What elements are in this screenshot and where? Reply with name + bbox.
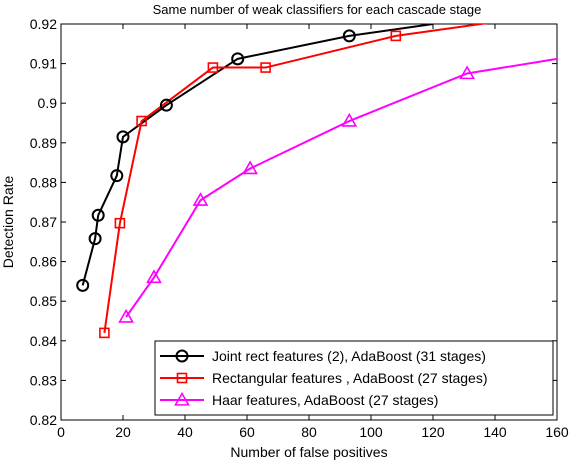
- data-point: [342, 29, 356, 43]
- data-point: [242, 160, 258, 175]
- data-point: [136, 115, 147, 127]
- x-tick-label: 20: [115, 424, 131, 440]
- y-tick-label: 0.92: [30, 16, 57, 32]
- y-tick-label: 0.87: [30, 214, 57, 230]
- x-axis-label: Number of false positives: [230, 444, 387, 460]
- legend-marker-2: [176, 372, 188, 384]
- data-point: [116, 130, 130, 144]
- legend-marker-3: [174, 391, 190, 406]
- data-point: [99, 327, 110, 339]
- data-point: [88, 232, 102, 246]
- data-point: [118, 308, 134, 323]
- data-point: [76, 278, 90, 292]
- data-point: [114, 217, 126, 229]
- y-tick-label: 0.85: [30, 293, 57, 309]
- data-point: [192, 192, 209, 206]
- y-tick-label: 0.89: [30, 135, 57, 151]
- x-axis: 0 20 40 60 80 100 120 140 160: [57, 24, 569, 440]
- y-axis-label: Detection Rate: [0, 175, 16, 268]
- legend-box: [154, 340, 554, 416]
- legend: Joint rect features (2), AdaBoost (31 st…: [154, 340, 554, 416]
- x-tick-label: 120: [421, 424, 445, 440]
- x-tick-label: 40: [177, 424, 193, 440]
- series-line-3: [125, 57, 557, 318]
- x-tick-label: 100: [359, 424, 383, 440]
- data-point: [91, 208, 105, 222]
- y-tick-label: 0.86: [30, 254, 57, 270]
- data-point: [260, 62, 271, 73]
- x-tick-label: 0: [57, 424, 65, 440]
- series-line-1: [81, 24, 434, 286]
- x-tick-label: 160: [545, 424, 569, 440]
- y-tick-label: 0.84: [30, 333, 57, 349]
- chart-title: Same number of weak classifiers for each…: [153, 2, 482, 17]
- y-tick-label: 0.91: [30, 56, 57, 72]
- x-tick-label: 60: [239, 424, 255, 440]
- data-point: [146, 269, 162, 284]
- data-point: [110, 169, 124, 183]
- legend-marker-1: [175, 349, 189, 363]
- data-point: [231, 52, 245, 66]
- x-tick-label: 140: [483, 424, 507, 440]
- data-point: [459, 65, 475, 80]
- y-axis: 0.82 0.83 0.84 0.85 0.86 0.87 0.88 0.89 0.9 0.91 0…: [30, 16, 557, 428]
- y-tick-label: 0.82: [30, 412, 57, 428]
- marker-layer: [76, 29, 475, 339]
- data-point: [207, 62, 219, 73]
- series-line-2: [103, 24, 489, 334]
- data-point: [341, 112, 358, 127]
- data-point: [390, 30, 402, 42]
- legend-label-1: Joint rect features (2), AdaBoost (31 st…: [212, 348, 486, 364]
- y-tick-label: 0.83: [30, 372, 57, 388]
- y-tick-label: 0.88: [30, 174, 57, 190]
- series-layer: [81, 24, 557, 334]
- data-point: [159, 98, 173, 112]
- legend-label-3: Haar features, AdaBoost (27 stages): [212, 392, 438, 408]
- y-tick-label: 0.9: [38, 95, 58, 111]
- x-tick-label: 80: [301, 424, 317, 440]
- legend-label-2: Rectangular features , AdaBoost (27 stag…: [212, 370, 488, 386]
